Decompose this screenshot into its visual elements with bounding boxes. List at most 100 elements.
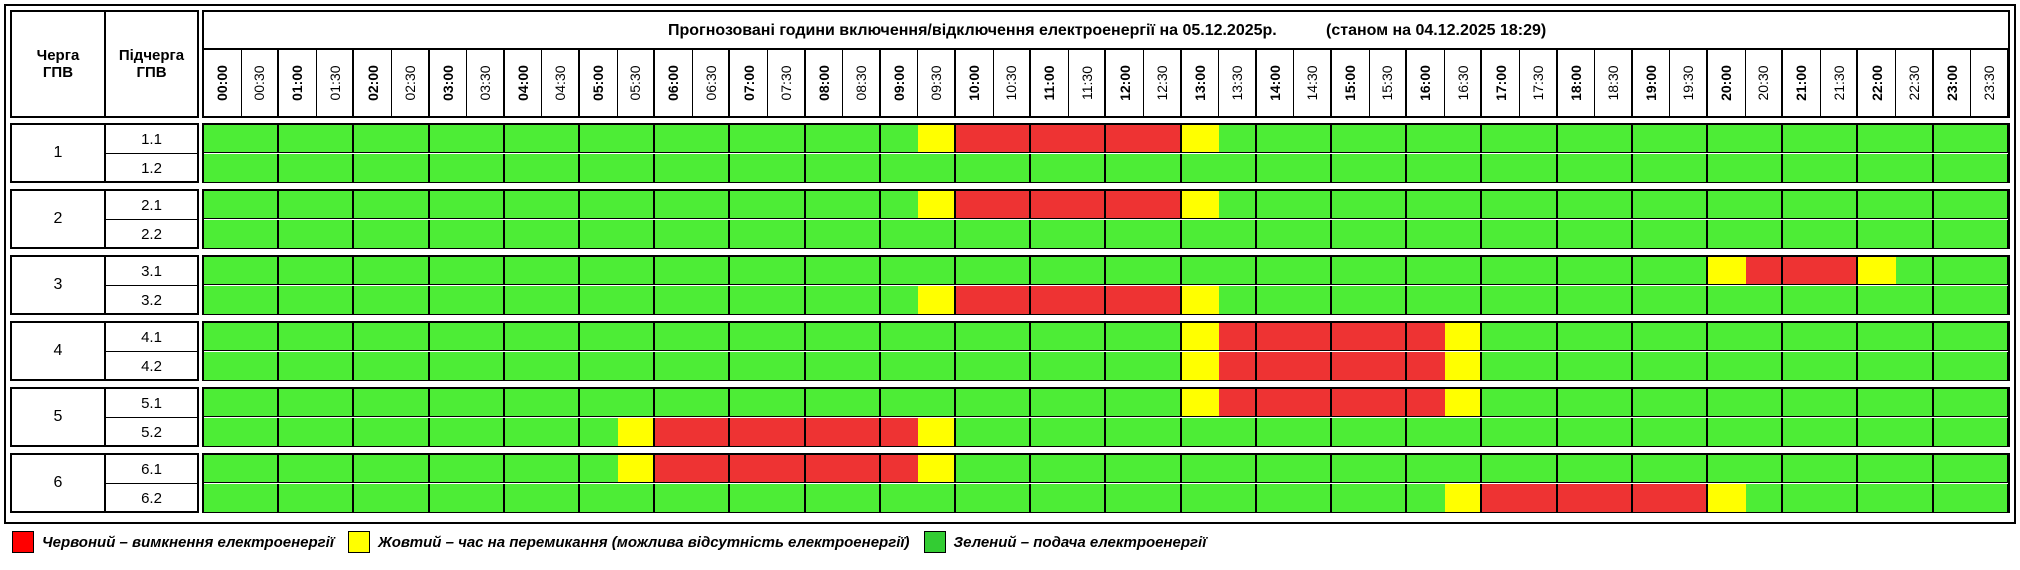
slot-power-on [1595,257,1633,285]
slot-outage [1031,191,1069,219]
slot-power-on [1595,352,1633,380]
slot-outage [993,191,1032,219]
slot-power-on [279,389,317,417]
time-label: 11:30 [1078,66,1095,100]
slot-power-on [805,389,844,417]
slot-power-on [880,286,919,314]
slot-power-on [1106,352,1144,380]
slot-power-on [918,484,956,512]
slot-power-on [1444,286,1483,314]
slot-outage [1068,125,1107,153]
slot-power-on [1971,257,2009,285]
slot-power-on [1332,154,1370,182]
time-slot-header: 05:00 [580,50,618,116]
slot-power-on [1332,125,1370,153]
slot-power-on [1557,418,1596,446]
slot-outage [1369,323,1408,351]
slot-power-on [429,154,468,182]
slot-power-on [1820,352,1859,380]
slot-power-on [1557,286,1596,314]
time-slot-header: 11:30 [1069,50,1107,116]
slot-power-on [580,220,618,248]
slot-power-on [655,125,693,153]
slot-power-on [1106,484,1144,512]
slot-power-on [392,389,430,417]
slot-outage [692,455,731,483]
slot-power-on [542,484,580,512]
slot-power-on [1745,418,1784,446]
slot-power-on [843,352,881,380]
subqueue-label: 2.1 [106,191,197,220]
slot-power-on [1858,220,1896,248]
time-slot-header: 17:30 [1520,50,1558,116]
slot-power-on [692,154,731,182]
slot-outage [993,125,1032,153]
slot-power-on [1144,154,1182,182]
slot-power-on [1933,125,1972,153]
time-slot-header: 14:00 [1257,50,1295,116]
slot-power-on [768,286,806,314]
slot-power-on [1858,418,1896,446]
slot-power-on [1520,220,1558,248]
time-slot-header: 11:00 [1031,50,1069,116]
time-label: 15:30 [1379,65,1396,101]
queue-header-cell: Черга ГПВ [10,10,106,118]
subqueue-label: 3.2 [141,291,162,309]
time-label: 08:30 [852,65,869,101]
slot-outage [880,418,919,446]
slot-power-on [1068,257,1107,285]
slot-power-on [956,220,994,248]
slot-power-on [956,484,994,512]
time-label: 12:30 [1153,65,1170,101]
slot-power-on [956,352,994,380]
slot-power-on [467,154,505,182]
slot-power-on [692,191,731,219]
slot-power-on [1256,191,1295,219]
slot-outage [1332,323,1370,351]
slot-power-on [1256,418,1295,446]
slot-power-on [1444,257,1483,285]
slot-power-on [805,484,844,512]
slot-power-on [1256,220,1295,248]
subqueue-label: 2.2 [141,225,162,243]
time-slot-header: 22:30 [1896,50,1934,116]
slot-power-on [617,220,656,248]
slot-power-on [1971,154,2009,182]
time-slot-header: 08:30 [843,50,881,116]
slot-outage [1219,352,1257,380]
slot-power-on [1858,484,1896,512]
slot-outage [805,455,844,483]
slot-power-on [956,455,994,483]
slot-outage [1219,389,1257,417]
slot-power-on [1219,220,1257,248]
slot-power-on [1369,220,1408,248]
legend-red-label: Червоний – вимкнення електроенергії [42,533,334,551]
slot-power-on [542,154,580,182]
slot-power-on [204,389,242,417]
slot-power-on [1369,418,1408,446]
slot-power-on [204,484,242,512]
slot-outage [956,286,994,314]
slot-power-on [316,286,355,314]
slot-power-on [1708,286,1746,314]
legend-red: Червоний – вимкнення електроенергії [12,531,334,553]
slot-power-on [1444,191,1483,219]
slot-outage [1407,352,1445,380]
slot-power-on [880,125,919,153]
slot-outage [1632,484,1671,512]
time-slot-header: 15:30 [1370,50,1408,116]
slot-power-on [316,125,355,153]
time-label: 05:00 [590,65,607,101]
slot-power-on [956,418,994,446]
slot-power-on [1407,191,1445,219]
slot-power-on [354,455,392,483]
slot-power-on [880,323,919,351]
slot-power-on [1670,323,1708,351]
slot-power-on [1933,389,1972,417]
slot-power-on [1820,455,1859,483]
slot-power-on [1670,257,1708,285]
time-label: 09:30 [928,65,945,101]
slot-power-on [1933,191,1972,219]
slot-outage [1670,484,1708,512]
slot-power-on [1219,154,1257,182]
